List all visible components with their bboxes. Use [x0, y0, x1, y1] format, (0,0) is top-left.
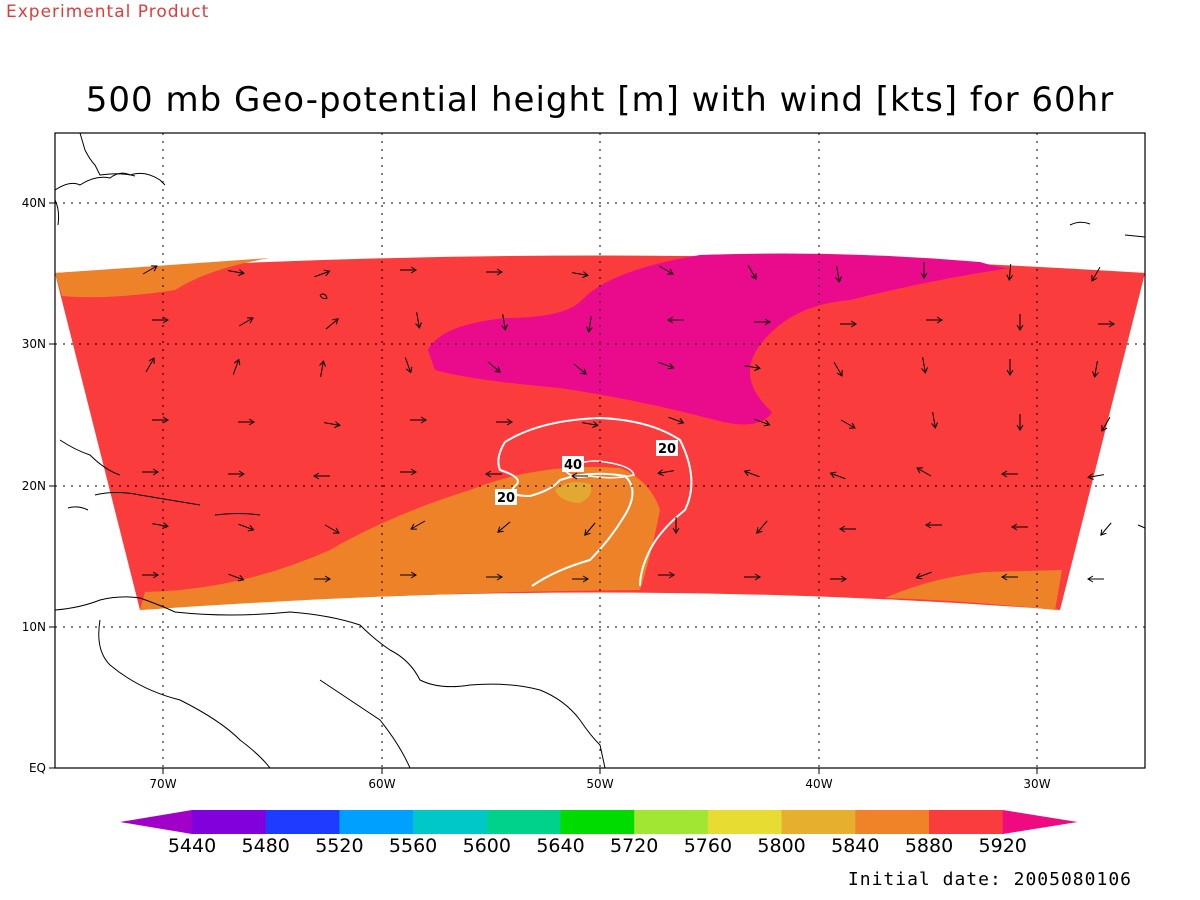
svg-text:40: 40 — [564, 458, 582, 473]
colorbar-label: 5800 — [757, 835, 805, 857]
colorbar-label: 5520 — [315, 835, 363, 857]
contour-label-40: 40 — [562, 456, 584, 473]
latitude-label-30n: 30N — [22, 337, 46, 351]
shaded-region-5880-south — [140, 466, 660, 610]
longitude-label-30w: 30W — [1023, 777, 1050, 791]
colorbar: 5440 5480 5520 5560 5600 5640 5720 5760 5800 5840… — [120, 810, 1078, 857]
colorbar-segment — [192, 810, 267, 834]
experimental-product-banner: Experimental Product — [6, 2, 210, 22]
colorbar-label: 5600 — [463, 835, 511, 857]
gridlines — [55, 133, 1145, 768]
colorbar-segment — [486, 810, 561, 834]
colorbar-segment — [560, 810, 635, 834]
latitude-label-20n: 20N — [22, 479, 46, 493]
colorbar-label: 5840 — [831, 835, 879, 857]
colorbar-segment — [855, 810, 930, 834]
colorbar-label: 5480 — [242, 835, 290, 857]
colorbar-segment — [781, 810, 856, 834]
colorbar-segment — [339, 810, 414, 834]
contour-label-20-west: 20 — [495, 489, 517, 506]
colorbar-segment — [929, 810, 1004, 834]
svg-text:20: 20 — [658, 442, 676, 457]
colorbar-label: 5560 — [389, 835, 437, 857]
wind-arrow — [1098, 520, 1114, 538]
colorbar-label: 5920 — [979, 835, 1027, 857]
initial-date: Initial date: 2005080106 — [847, 869, 1132, 890]
contour-label-20-east: 20 — [656, 440, 678, 457]
colorbar-upper-triangle — [1002, 810, 1078, 834]
colorbar-segment — [265, 810, 340, 834]
longitude-label-40w: 40W — [805, 777, 832, 791]
svg-text:20: 20 — [497, 491, 515, 506]
axis-ticks — [49, 202, 1038, 774]
wind-contour-40 — [563, 460, 635, 479]
colorbar-segment — [413, 810, 488, 834]
longitude-label-50w: 50W — [586, 777, 613, 791]
colorbar-segment — [707, 810, 783, 834]
shaded-region-5880-southeast — [885, 570, 1062, 610]
wind-arrow — [1087, 575, 1105, 583]
longitude-label-60w: 60W — [368, 777, 395, 791]
latitude-label-40n: 40N — [22, 196, 46, 210]
coastlines — [55, 133, 1145, 768]
latitude-label-eq: EQ — [29, 761, 46, 775]
colorbar-lower-triangle — [120, 810, 192, 834]
colorbar-segment — [634, 810, 709, 834]
colorbar-label: 5720 — [610, 835, 658, 857]
colorbar-label: 5440 — [168, 835, 216, 857]
wind-contour-20 — [497, 416, 693, 587]
colorbar-label: 5640 — [536, 835, 584, 857]
colorbar-label: 5760 — [684, 835, 732, 857]
colorbar-label: 5880 — [905, 835, 953, 857]
shaded-region-above-5920 — [428, 253, 1010, 425]
map-plot-area — [55, 133, 1145, 768]
longitude-label-70w: 70W — [149, 777, 176, 791]
chart-title: 500 mb Geo-potential height [m] with win… — [85, 80, 1115, 120]
shaded-region-5840 — [555, 482, 592, 503]
latitude-label-10n: 10N — [22, 620, 46, 634]
